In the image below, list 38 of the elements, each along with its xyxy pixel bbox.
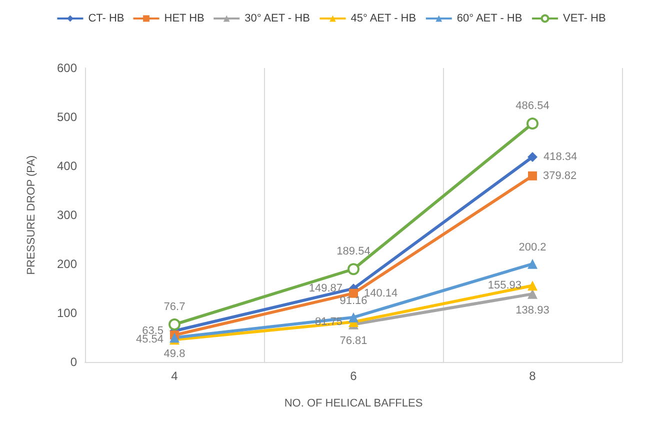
data-label: 418.34	[544, 151, 578, 164]
legend-label: 60° AET - HB	[456, 12, 522, 24]
point	[528, 171, 537, 180]
x-tick-label: 6	[350, 369, 358, 383]
data-label: 200.2	[518, 241, 546, 254]
data-label: 76.81	[340, 334, 368, 347]
legend-label: 45° AET - HB	[350, 12, 416, 24]
x-tick-label: 8	[529, 369, 536, 383]
y-tick-label: 500	[56, 110, 78, 124]
y-tick-label: 600	[56, 61, 78, 75]
point	[526, 118, 538, 130]
y-tick-label: 200	[56, 257, 78, 271]
y-axis-title: PRESSURE DROP (PA)	[26, 155, 38, 275]
y-tick-label: 100	[56, 306, 78, 320]
point	[528, 258, 538, 269]
data-label: 189.54	[336, 246, 370, 258]
legend-label: CT- HB	[88, 12, 124, 24]
point	[528, 152, 538, 162]
data-label: 81.75	[314, 316, 342, 328]
point	[348, 263, 360, 276]
point	[528, 280, 538, 291]
data-label: 155.93	[488, 280, 522, 292]
legend-label: HET HB	[164, 12, 204, 24]
data-label: 49.8	[164, 348, 186, 360]
data-label: 149.87	[308, 282, 342, 295]
data-label: 486.54	[516, 100, 550, 112]
legend-label: 30° AET - HB	[244, 12, 310, 24]
legend-label: VET- HB	[563, 12, 606, 24]
data-label: 379.82	[543, 170, 577, 182]
x-axis-title: NO. OF HELICAL BAFFLES	[284, 398, 423, 410]
data-label: 45.54	[136, 334, 164, 346]
y-tick-label: 0	[70, 355, 78, 369]
point	[168, 318, 180, 330]
data-label: 138.93	[516, 304, 550, 316]
data-label: 76.7	[164, 300, 186, 313]
y-tick-label: 300	[56, 208, 78, 222]
x-tick-label: 4	[171, 369, 178, 383]
y-tick-label: 400	[56, 159, 78, 173]
